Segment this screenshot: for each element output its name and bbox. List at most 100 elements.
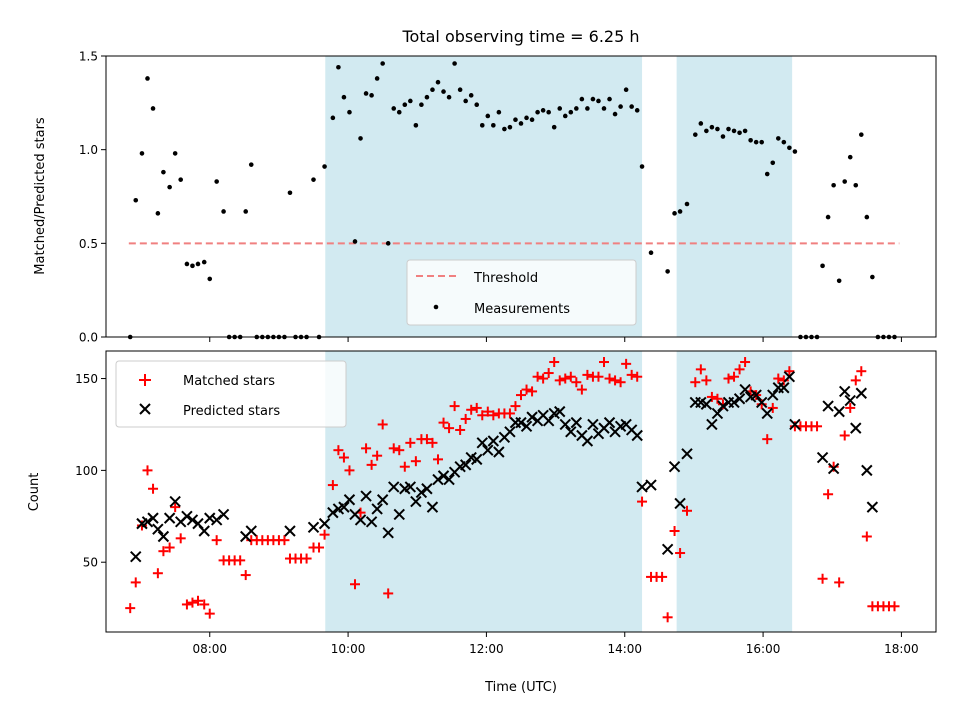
predicted-star-point — [371, 503, 383, 515]
predicted-star-point — [426, 501, 439, 513]
matched-star-point — [610, 375, 621, 386]
matched-star-point — [621, 358, 632, 369]
measurement-point — [201, 259, 207, 265]
measurement-point — [485, 113, 491, 119]
measurement-point — [639, 164, 645, 169]
matched-star-point — [319, 529, 330, 540]
matched-star-point — [657, 571, 668, 582]
predicted-star-point — [404, 481, 417, 493]
y-tick-label: 50 — [83, 556, 98, 570]
legend-measurements-swatch — [433, 304, 439, 310]
measurement-point — [831, 182, 836, 188]
y-tick-label: 1.5 — [79, 50, 98, 64]
measurement-point — [776, 136, 781, 141]
matched-star-point — [433, 454, 443, 465]
predicted-star-point — [717, 400, 729, 412]
matched-star-point — [712, 393, 723, 404]
measurement-point — [836, 278, 842, 284]
matched-star-point — [845, 402, 856, 413]
matched-star-point — [175, 533, 186, 544]
measurement-point — [491, 123, 496, 128]
measurement-point — [753, 139, 759, 145]
predicted-star-point — [816, 451, 829, 464]
predicted-star-point — [354, 514, 367, 526]
matched-star-point — [383, 588, 394, 599]
measurement-point — [820, 263, 825, 269]
measurement-point — [672, 211, 677, 216]
measurement-point — [341, 94, 347, 100]
matched-star-point — [455, 424, 466, 435]
measurement-point — [764, 171, 770, 177]
matched-star-point — [488, 410, 499, 421]
matched-star-point — [240, 570, 251, 581]
legend-matched-swatch — [139, 374, 151, 386]
matched-star-point — [482, 406, 493, 417]
predicted-star-point — [645, 479, 657, 491]
measurement-point — [715, 126, 720, 132]
measurement-point — [629, 104, 634, 109]
predicted-star-point — [515, 416, 527, 429]
measurement-point — [287, 190, 293, 196]
measurement-point — [726, 126, 731, 132]
measurement-point — [502, 126, 507, 132]
measurement-point — [311, 177, 316, 182]
predicted-star-point — [459, 459, 472, 471]
measurement-point — [468, 93, 474, 98]
matched-star-point — [599, 357, 609, 368]
y-tick-label: 0.5 — [79, 237, 98, 251]
matched-star-point — [784, 366, 795, 377]
predicted-star-point — [307, 521, 320, 534]
matched-star-point — [762, 434, 773, 445]
matched-star-point — [828, 461, 839, 472]
y-tick-label: 100 — [75, 464, 98, 478]
matched-star-point — [706, 391, 717, 402]
measurement-point — [419, 102, 424, 108]
matched-star-point — [427, 437, 438, 448]
predicted-star-point — [520, 420, 533, 433]
measurement-point — [195, 261, 201, 267]
measurement-point — [190, 263, 195, 269]
matched-star-point — [158, 546, 169, 557]
matched-star-point — [554, 375, 565, 386]
matched-star-point — [527, 386, 538, 397]
predicted-star-point — [217, 508, 230, 521]
matched-star-point — [338, 452, 349, 463]
measurement-point — [452, 61, 457, 66]
predicted-star-point — [674, 497, 686, 510]
matched-star-point — [604, 373, 615, 384]
matched-star-point — [504, 408, 515, 419]
matched-star-point — [449, 401, 460, 412]
matched-star-point — [690, 377, 701, 388]
top-panel: 0.0 0.5 1.0 1.5 Matched/Predicted stars Thr… — [33, 50, 937, 345]
predicted-star-point — [850, 422, 862, 434]
matched-star-point — [626, 369, 637, 380]
measurement-point — [167, 184, 172, 190]
bottom-legend-box — [115, 360, 347, 428]
measurement-point — [441, 89, 446, 94]
matched-star-point — [756, 399, 767, 410]
predicted-star-point — [661, 543, 674, 556]
predicted-star-point — [755, 396, 768, 409]
predicted-star-point — [245, 525, 257, 537]
measurement-point — [665, 269, 670, 274]
matched-star-point — [521, 384, 532, 395]
measurement-point — [513, 117, 518, 122]
predicted-star-point — [668, 460, 681, 473]
bottom-plot-frame — [105, 350, 937, 633]
measurement-point — [574, 106, 579, 111]
matched-star-point — [344, 465, 355, 476]
matched-star-point — [388, 443, 399, 454]
measurement-point — [385, 241, 391, 246]
predicted-star-point — [482, 444, 494, 456]
matched-star-point — [314, 542, 325, 553]
matched-star-point — [839, 430, 850, 441]
matched-star-point — [477, 410, 488, 421]
matched-star-point — [199, 599, 210, 610]
measurement-point — [150, 106, 156, 111]
measurement-point — [161, 169, 166, 175]
measurement-point — [557, 106, 563, 111]
measurement-point — [402, 102, 408, 108]
top-legend: Threshold Measurements — [406, 259, 637, 326]
predicted-star-point — [318, 517, 331, 530]
predicted-star-point — [559, 418, 571, 431]
